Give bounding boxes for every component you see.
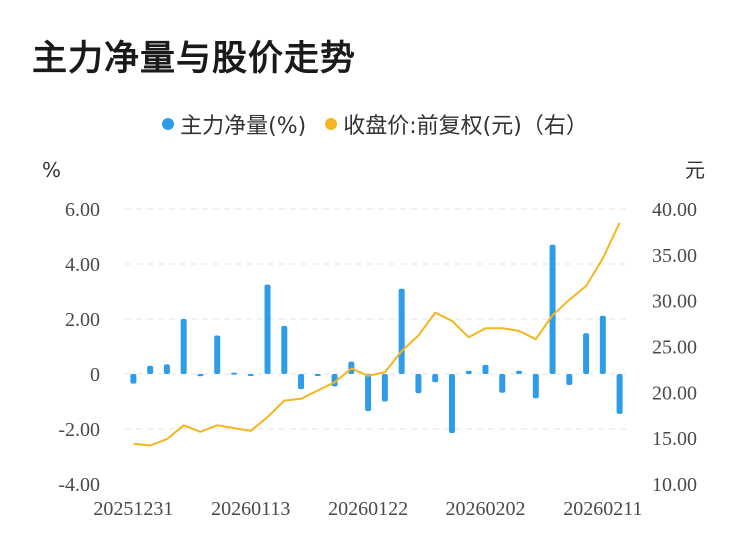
- left-tick-label: -4.00: [58, 474, 100, 496]
- bar: [281, 325, 288, 374]
- x-tick-label: 20260202: [445, 498, 525, 520]
- right-tick-label: 35.00: [652, 245, 697, 267]
- right-tick-label: 40.00: [652, 199, 697, 221]
- right-tick-label: 25.00: [652, 337, 697, 359]
- legend-item-main-net[interactable]: 主力净量(%): [162, 108, 306, 140]
- price-line: [133, 222, 621, 447]
- right-tick-label: 30.00: [652, 291, 697, 313]
- bar: [549, 244, 556, 374]
- left-axis-ticks: 6.00 4.00 2.00 0 -2.00 -4.00: [58, 199, 100, 496]
- bar-series: [130, 244, 623, 434]
- bar: [448, 374, 455, 434]
- bar: [566, 374, 573, 385]
- legend-line-marker-icon: [325, 118, 338, 130]
- bar: [415, 374, 422, 394]
- x-tick-label: 20260122: [328, 498, 408, 520]
- grid-lines: [125, 208, 628, 430]
- left-tick-label: 6.00: [65, 199, 100, 221]
- bar: [230, 372, 237, 375]
- x-tick-label: 20260113: [211, 498, 290, 520]
- bar: [365, 374, 372, 412]
- x-tick-label: 20251231: [93, 498, 173, 520]
- right-axis-unit: 元: [685, 158, 705, 182]
- chart-title: 主力净量与股价走势: [32, 39, 357, 79]
- right-axis-ticks: 40.00 35.00 30.00 25.00 20.00 15.00 10.00: [652, 199, 697, 496]
- bar: [298, 374, 305, 390]
- bar: [398, 288, 405, 374]
- bar: [432, 374, 439, 383]
- bar: [180, 319, 187, 374]
- x-tick-label: 20260211: [563, 498, 642, 520]
- left-tick-label: 4.00: [65, 254, 100, 276]
- bar: [499, 374, 506, 393]
- legend-label-close-price: 收盘价:前复权(元)（右）: [343, 114, 588, 139]
- legend-item-close-price[interactable]: 收盘价:前复权(元)（右）: [325, 108, 588, 140]
- bar: [482, 364, 489, 374]
- line-series: [133, 222, 621, 447]
- bar: [214, 335, 221, 374]
- left-axis-unit: %: [42, 158, 61, 182]
- left-tick-label: 2.00: [65, 309, 100, 331]
- bar: [599, 315, 606, 374]
- bar: [532, 374, 539, 399]
- right-tick-label: 15.00: [652, 428, 697, 450]
- bar: [516, 370, 523, 374]
- bar: [163, 364, 170, 374]
- x-axis-ticks: 20251231 20260113 20260122 20260202 20260211: [93, 498, 642, 520]
- legend: 主力净量(%) 收盘价:前复权(元)（右）: [0, 108, 750, 140]
- right-tick-label: 20.00: [652, 382, 697, 404]
- bar: [130, 374, 137, 384]
- bar: [264, 284, 271, 374]
- legend-bar-marker-icon: [162, 118, 175, 130]
- bar: [465, 370, 472, 374]
- bar: [314, 374, 321, 376]
- bar: [147, 365, 154, 374]
- bar: [197, 374, 204, 377]
- left-tick-label: 0: [90, 364, 100, 386]
- left-tick-label: -2.00: [58, 419, 100, 441]
- bar: [583, 333, 590, 374]
- bar: [247, 374, 254, 376]
- bar: [616, 374, 623, 414]
- right-tick-label: 10.00: [652, 474, 697, 496]
- bar: [381, 374, 388, 402]
- legend-label-main-net: 主力净量(%): [180, 114, 307, 139]
